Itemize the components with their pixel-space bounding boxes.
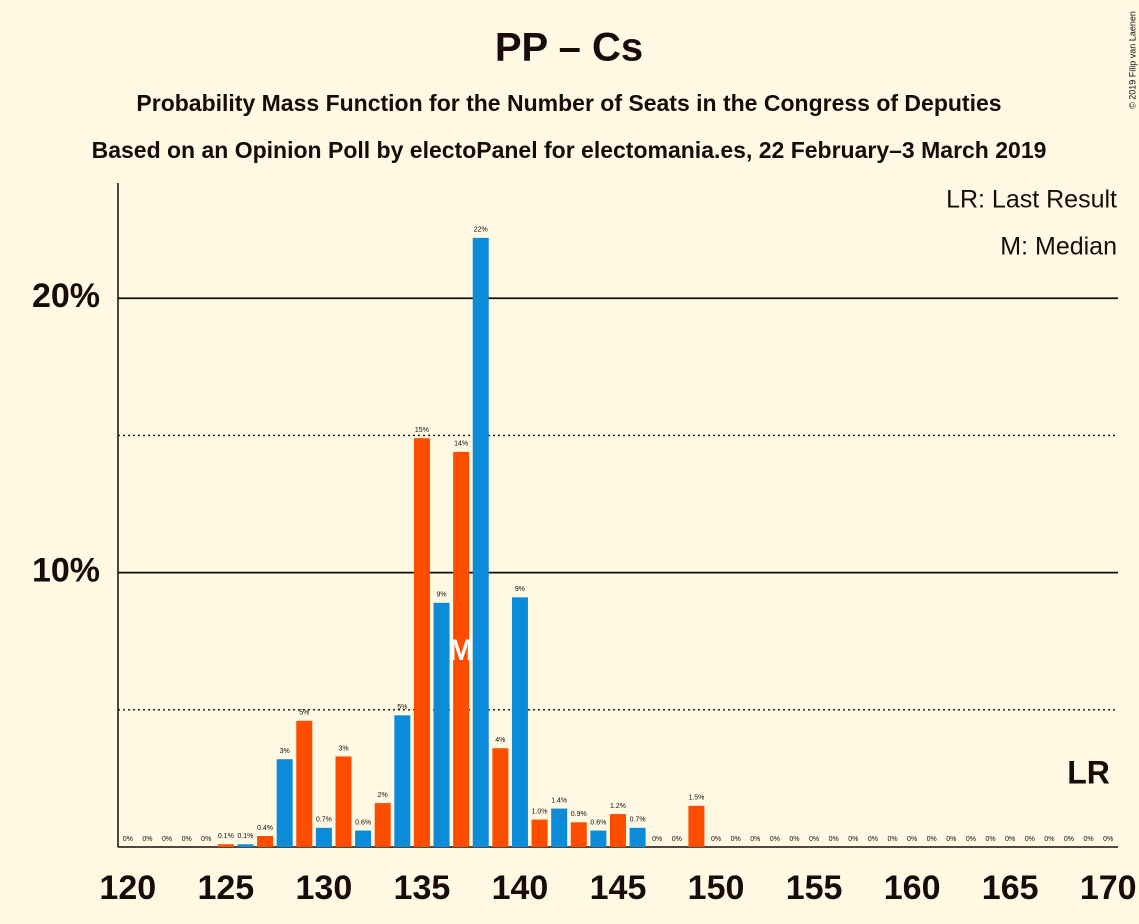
bar xyxy=(551,808,568,847)
x-tick-label: 155 xyxy=(786,869,843,907)
chart-subtitle: Based on an Opinion Poll by electoPanel … xyxy=(92,137,1047,163)
value-label: 0% xyxy=(868,836,878,843)
bar xyxy=(531,819,548,847)
bar xyxy=(237,844,254,847)
value-label: 0% xyxy=(162,836,172,843)
value-label: 0.6% xyxy=(355,819,371,826)
value-label: 0% xyxy=(201,836,211,843)
x-tick-label: 160 xyxy=(884,869,941,907)
bar xyxy=(472,237,489,847)
x-tick-label: 130 xyxy=(296,869,353,907)
bar xyxy=(688,805,705,847)
value-label: 22% xyxy=(474,227,488,234)
value-label: 1.5% xyxy=(688,795,704,802)
value-label: 0.1% xyxy=(218,833,234,840)
value-label: 0% xyxy=(1084,836,1094,843)
value-label: 0% xyxy=(142,836,152,843)
bar xyxy=(315,827,332,847)
bar xyxy=(629,827,646,847)
value-label: 0.4% xyxy=(257,825,273,832)
value-label: 0% xyxy=(123,836,133,843)
value-label: 1.4% xyxy=(551,797,567,804)
x-tick-label: 165 xyxy=(982,869,1039,907)
chart-subtitle: Probability Mass Function for the Number… xyxy=(136,90,1001,116)
value-label: 0% xyxy=(750,836,760,843)
value-label: 0% xyxy=(652,836,662,843)
value-label: 2% xyxy=(378,792,388,799)
value-label: 9% xyxy=(515,586,525,593)
value-label: 0% xyxy=(770,836,780,843)
value-label: 0% xyxy=(985,836,995,843)
value-label: 1.0% xyxy=(532,808,548,815)
median-marker: M xyxy=(449,634,474,667)
value-label: 0% xyxy=(848,836,858,843)
value-label: 0% xyxy=(907,836,917,843)
value-label: 0% xyxy=(809,836,819,843)
bar xyxy=(511,597,528,847)
value-label: 0% xyxy=(731,836,741,843)
last-result-marker: LR xyxy=(1067,754,1110,790)
bar xyxy=(276,759,293,847)
value-label: 0% xyxy=(1044,836,1054,843)
bar xyxy=(453,451,470,847)
value-label: 0.1% xyxy=(237,833,253,840)
value-label: 0% xyxy=(789,836,799,843)
value-label: 3% xyxy=(280,748,290,755)
x-tick-label: 150 xyxy=(688,869,745,907)
value-label: 0.6% xyxy=(590,819,606,826)
y-tick-label: 10% xyxy=(32,552,100,590)
bar xyxy=(217,844,234,847)
bar xyxy=(590,830,607,847)
value-label: 0% xyxy=(927,836,937,843)
value-label: 4% xyxy=(495,737,505,744)
legend-entry: LR: Last Result xyxy=(946,186,1117,214)
bar xyxy=(433,602,450,847)
y-tick-label: 20% xyxy=(32,277,100,315)
value-label: 1.2% xyxy=(610,803,626,810)
bar xyxy=(257,836,274,847)
value-label: 0% xyxy=(966,836,976,843)
value-label: 0% xyxy=(1103,836,1113,843)
value-label: 15% xyxy=(415,427,429,434)
bar xyxy=(296,720,313,847)
value-label: 0% xyxy=(182,836,192,843)
value-label: 0% xyxy=(1064,836,1074,843)
value-label: 0.7% xyxy=(630,817,646,824)
x-tick-label: 170 xyxy=(1080,869,1137,907)
x-tick-label: 145 xyxy=(590,869,647,907)
value-label: 5% xyxy=(299,710,309,717)
value-label: 9% xyxy=(436,592,446,599)
value-label: 0.7% xyxy=(316,817,332,824)
bar xyxy=(413,438,430,847)
x-tick-label: 140 xyxy=(492,869,549,907)
legend-entry: M: Median xyxy=(1000,233,1117,261)
value-label: 3% xyxy=(338,745,348,752)
value-label: 0.9% xyxy=(571,811,587,818)
bar xyxy=(394,715,411,847)
value-label: 0% xyxy=(711,836,721,843)
value-label: 14% xyxy=(454,441,468,448)
value-label: 0% xyxy=(1025,836,1035,843)
bar xyxy=(570,822,587,847)
bar xyxy=(355,830,372,847)
x-tick-label: 135 xyxy=(394,869,451,907)
bar xyxy=(610,814,626,847)
copyright: © 2019 Filip van Laenen xyxy=(1127,11,1137,109)
bar xyxy=(335,756,352,847)
x-tick-label: 125 xyxy=(197,869,254,907)
chart-title: PP – Cs xyxy=(495,26,643,70)
value-label: 0% xyxy=(887,836,897,843)
bar xyxy=(374,803,391,847)
x-tick-label: 120 xyxy=(99,869,156,907)
value-label: 0% xyxy=(1005,836,1015,843)
value-label: 0% xyxy=(946,836,956,843)
value-label: 0% xyxy=(829,836,839,843)
bar xyxy=(492,748,509,847)
value-label: 5% xyxy=(397,704,407,711)
value-label: 0% xyxy=(672,836,682,843)
